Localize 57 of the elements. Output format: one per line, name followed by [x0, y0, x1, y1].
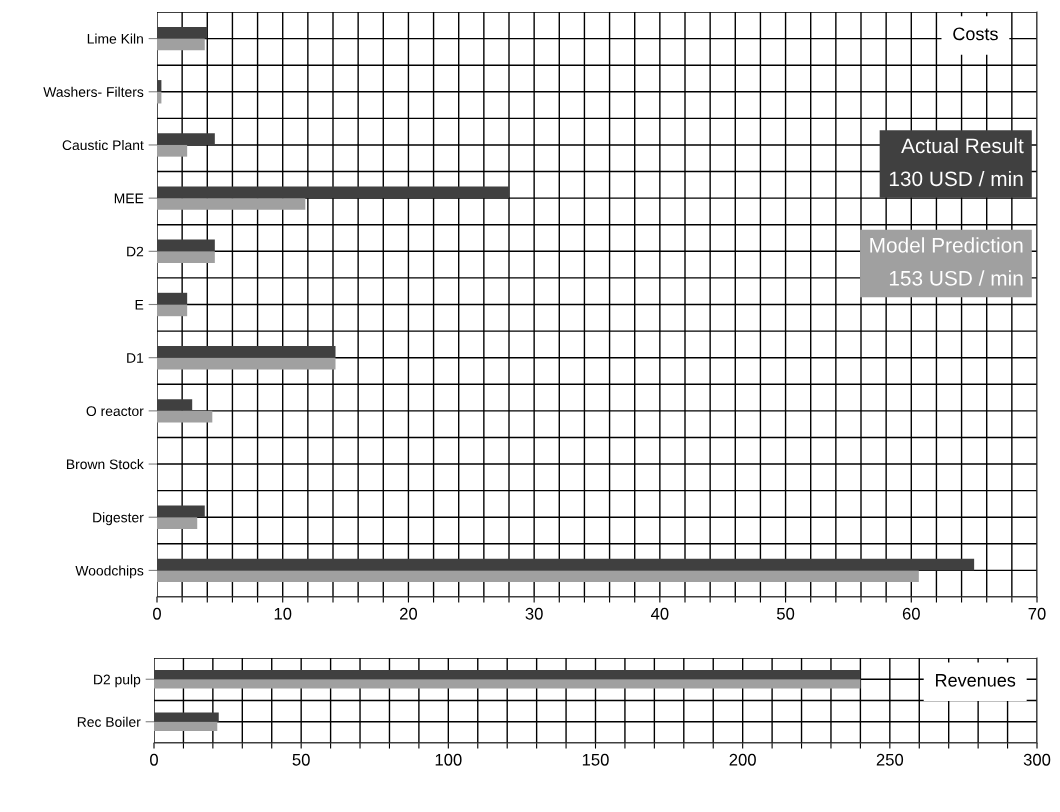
y-tick-label: Lime Kiln — [87, 33, 143, 44]
bar — [157, 198, 306, 210]
bar — [157, 357, 336, 370]
bar — [154, 712, 219, 722]
bar — [157, 292, 188, 305]
x-tick-label: 40 — [650, 607, 669, 620]
text: Model Prediction — [870, 237, 1023, 253]
text: Costs — [953, 27, 998, 41]
x-tick-label: 50 — [292, 753, 310, 766]
y-tick-label: D2 pulp — [94, 674, 141, 688]
bar — [157, 251, 215, 264]
bar — [157, 38, 205, 51]
bar — [157, 345, 336, 358]
x-tick-label: 30 — [525, 607, 543, 620]
bar — [157, 410, 213, 423]
bar — [157, 558, 975, 571]
y-tick-label: Brown Stock — [66, 459, 144, 470]
x-tick-label: 200 — [729, 753, 756, 766]
annotation: 153 USD / min — [889, 270, 1023, 286]
y-tick-label: E — [135, 299, 144, 310]
bar — [157, 80, 162, 92]
annotation: 130 USD / min — [889, 170, 1023, 187]
x-tick-label: 250 — [876, 753, 904, 766]
bar — [154, 679, 861, 689]
x-tick-label: 60 — [902, 607, 920, 620]
y-tick-label: Caustic Plant — [62, 139, 144, 151]
x-tick-label: 150 — [582, 753, 609, 766]
bar — [154, 721, 218, 732]
y-tick-label: Rec Boiler — [77, 716, 141, 727]
bar — [157, 144, 188, 157]
bar — [157, 304, 188, 317]
y-tick-label: D2 — [127, 246, 144, 257]
x-tick-label: 50 — [776, 607, 795, 620]
bar — [157, 517, 198, 529]
bar — [157, 505, 205, 518]
x-tick-label: 300 — [1023, 753, 1051, 766]
bar — [157, 239, 215, 252]
x-tick-label: 100 — [435, 753, 462, 766]
y-tick-label: Woodchips — [75, 565, 144, 579]
x-tick-label: 0 — [150, 753, 158, 766]
x-tick-label: 10 — [274, 607, 292, 620]
x-tick-label: 20 — [400, 607, 418, 620]
y-tick-label: MEE — [114, 193, 144, 204]
y-tick-label: Digester — [93, 512, 144, 526]
bar — [157, 133, 215, 145]
y-tick-label: Washers- Filters — [43, 86, 144, 97]
x-tick-label: 70 — [1028, 607, 1046, 620]
y-tick-label: O reactor — [86, 406, 144, 417]
bar — [157, 399, 193, 411]
x-tick-label: 0 — [153, 607, 161, 620]
text: Actual Result — [901, 137, 1024, 154]
y-tick-label: D1 — [127, 353, 144, 363]
bar — [157, 186, 509, 199]
bar — [157, 26, 208, 39]
text: Revenues — [936, 674, 1016, 687]
bar — [154, 669, 861, 680]
bar — [157, 570, 919, 583]
